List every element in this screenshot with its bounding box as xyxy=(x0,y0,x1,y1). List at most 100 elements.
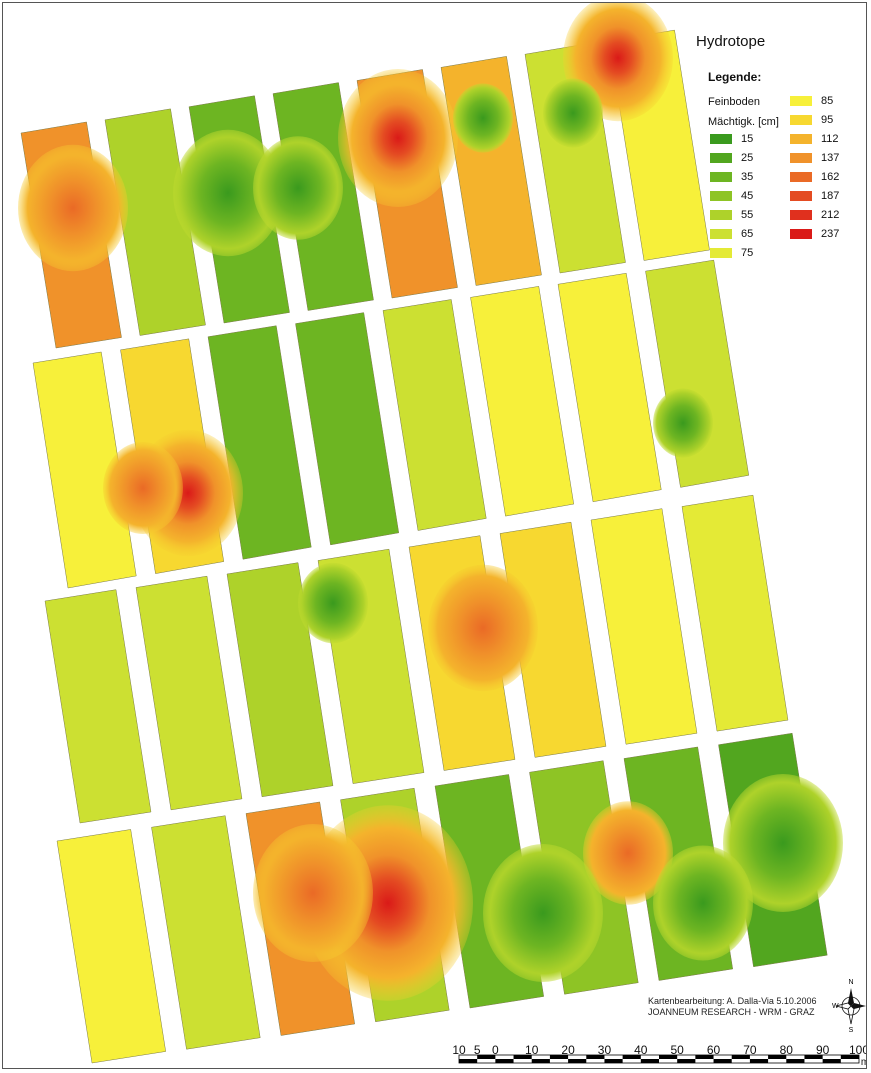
credit-author: Kartenbearbeitung: A. Dalla-Via 5.10.200… xyxy=(648,996,817,1006)
scale-segment xyxy=(804,1055,823,1059)
scale-label: 70 xyxy=(743,1043,757,1057)
scale-segment xyxy=(659,1055,678,1059)
legend-swatch xyxy=(710,153,732,163)
scale-segment xyxy=(840,1055,859,1059)
scale-segment xyxy=(549,1055,569,1059)
plot-strip xyxy=(135,575,243,811)
contour-blob xyxy=(428,564,538,692)
legend-swatch xyxy=(790,210,812,220)
plot-strip xyxy=(681,494,789,732)
scale-unit: m xyxy=(861,1057,866,1068)
scale-segment xyxy=(731,1055,750,1059)
scale-segment xyxy=(568,1059,587,1063)
contour-blob xyxy=(338,69,458,207)
contour-blob xyxy=(253,136,343,240)
legend-value: 55 xyxy=(741,209,754,221)
map-title: Hydrotope xyxy=(696,33,766,50)
legend-value: 212 xyxy=(821,209,840,221)
scale-segment xyxy=(786,1059,805,1063)
legend-value: 35 xyxy=(741,171,754,183)
compass-rose-icon: N S W E xyxy=(832,979,867,1034)
scale-segment xyxy=(695,1055,714,1059)
scale-bar-graphic xyxy=(458,1054,860,1064)
scale-label: 5 xyxy=(473,1043,481,1057)
scale-segment xyxy=(677,1059,696,1063)
legend-swatch xyxy=(790,229,812,239)
legend-value: 45 xyxy=(741,190,754,202)
legend-item: 187 xyxy=(790,190,839,202)
scale-label: 60 xyxy=(706,1043,721,1057)
legend-item: 35 xyxy=(710,171,753,183)
scale-segment xyxy=(477,1055,496,1059)
legend-swatch xyxy=(790,153,812,163)
plot-strip xyxy=(470,286,575,517)
scale-segment xyxy=(495,1059,514,1063)
plot-strip xyxy=(382,299,487,531)
scale-segment xyxy=(622,1055,641,1059)
scale-label: 10 xyxy=(525,1043,539,1057)
contour-blob xyxy=(18,144,128,272)
legend-swatch xyxy=(710,191,732,201)
scale-segment xyxy=(749,1059,769,1063)
legend-swatch xyxy=(710,210,732,220)
legend-value: 112 xyxy=(821,133,839,145)
scale-segment xyxy=(713,1059,732,1063)
contour-blob xyxy=(103,442,183,534)
legend-swatch xyxy=(790,172,812,182)
legend-swatch xyxy=(710,172,732,182)
plot-strip xyxy=(104,108,206,336)
contour-blob xyxy=(253,824,373,962)
legend-item: 45 xyxy=(710,190,753,202)
legend-swatch xyxy=(790,134,812,144)
contour-blob xyxy=(483,844,603,982)
contour-blob xyxy=(723,774,843,912)
legend-item: 137 xyxy=(790,152,839,164)
scale-label: 50 xyxy=(670,1043,684,1057)
scale-label: 10 xyxy=(452,1043,466,1057)
legend-swatch xyxy=(790,96,812,106)
legend-item: 65 xyxy=(710,228,753,240)
legend-value: 65 xyxy=(741,228,754,240)
legend-value: 162 xyxy=(821,171,840,183)
plot-strip xyxy=(151,815,261,1050)
scale-segment xyxy=(604,1059,623,1063)
compass-e-label: E xyxy=(866,1003,867,1010)
contour-blob xyxy=(173,129,283,257)
legend-swatch xyxy=(790,115,812,125)
legend-item: 162 xyxy=(790,171,839,183)
scale-label: 80 xyxy=(779,1043,793,1057)
compass-n-label: N xyxy=(848,979,853,986)
hydrotope-map xyxy=(18,3,843,1064)
legend-item: 112 xyxy=(790,133,839,145)
plot-strip xyxy=(590,508,698,745)
legend-item: 55 xyxy=(710,209,753,221)
contour-blob xyxy=(453,83,513,153)
legend-swatch xyxy=(710,229,732,239)
legend-value: 237 xyxy=(821,228,840,240)
scale-label: 20 xyxy=(561,1043,575,1057)
legend-item: 15 xyxy=(710,133,753,145)
credit-institution: JOANNEUM RESEARCH - WRM - GRAZ xyxy=(648,1007,815,1017)
plot-strip xyxy=(44,589,152,824)
scale-label: 90 xyxy=(815,1043,830,1057)
legend-item: 75 xyxy=(710,247,753,259)
legend-value: 25 xyxy=(741,152,754,164)
legend-value: 137 xyxy=(821,152,840,164)
legend-item: 95 xyxy=(790,114,833,126)
legend-value: 95 xyxy=(821,114,834,126)
compass-w-label: W xyxy=(832,1003,839,1010)
contour-blob xyxy=(653,388,713,458)
scale-label: 0 xyxy=(492,1043,499,1057)
scale-segment xyxy=(586,1055,605,1059)
scale-segment xyxy=(768,1055,787,1059)
scale-label: 100 xyxy=(848,1043,866,1057)
plot-strip xyxy=(499,521,607,758)
legend-heading: Legende: xyxy=(708,70,762,84)
compass-s-label: S xyxy=(849,1027,854,1034)
legend-value: 85 xyxy=(821,95,834,107)
plot-strip xyxy=(56,829,166,1064)
plot-strip xyxy=(32,351,137,589)
contour-hotspots xyxy=(18,3,843,1001)
scale-segment xyxy=(640,1059,659,1063)
scale-segment xyxy=(822,1059,841,1063)
